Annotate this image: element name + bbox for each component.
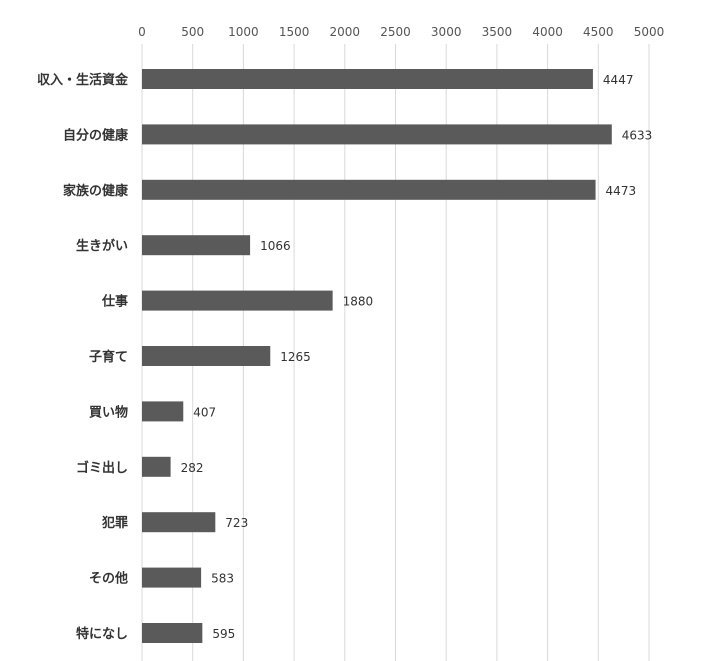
bar bbox=[142, 290, 333, 311]
data-label: 583 bbox=[211, 572, 234, 586]
data-label: 4633 bbox=[622, 128, 653, 142]
x-axis-ticks: 0 500 1000 1500 2000 2500 3000 3500 4000 4500 5000 bbox=[138, 25, 664, 39]
category-label: 特になし bbox=[76, 626, 128, 642]
x-tick-label: 4000 bbox=[532, 25, 563, 39]
category-label: 自分の健康 bbox=[63, 127, 129, 143]
data-label: 407 bbox=[193, 405, 216, 419]
bar bbox=[142, 124, 612, 145]
category-labels: 収入・生活資金自分の健康家族の健康生きがい仕事子育て買い物ゴミ出し犯罪その他特に… bbox=[37, 72, 129, 642]
x-tick-label: 4500 bbox=[583, 25, 614, 39]
x-tick-label: 1500 bbox=[279, 25, 310, 39]
category-label: ゴミ出し bbox=[76, 460, 128, 476]
bar bbox=[142, 401, 184, 422]
category-label: 犯罪 bbox=[101, 515, 128, 531]
data-label: 1880 bbox=[343, 295, 374, 309]
category-label: 収入・生活資金 bbox=[37, 72, 129, 88]
bars bbox=[142, 69, 612, 643]
bar bbox=[142, 69, 593, 89]
data-label: 1265 bbox=[280, 350, 311, 364]
bar bbox=[142, 512, 216, 533]
x-tick-label: 5000 bbox=[634, 25, 665, 39]
bar bbox=[142, 179, 596, 200]
category-label: 生きがい bbox=[76, 238, 128, 254]
data-label: 723 bbox=[225, 516, 248, 530]
x-tick-label: 0 bbox=[138, 25, 146, 39]
data-label: 1066 bbox=[260, 239, 291, 253]
x-tick-label: 1000 bbox=[228, 25, 259, 39]
category-label: 買い物 bbox=[89, 404, 128, 420]
x-tick-label: 3000 bbox=[431, 25, 462, 39]
category-label: 仕事 bbox=[101, 294, 128, 310]
x-tick-label: 2000 bbox=[330, 25, 361, 39]
bar bbox=[142, 456, 171, 477]
data-label: 4447 bbox=[603, 73, 634, 87]
category-label: 子育て bbox=[89, 349, 128, 365]
x-tick-label: 3500 bbox=[482, 25, 513, 39]
data-label: 282 bbox=[181, 461, 204, 475]
bar bbox=[142, 567, 202, 588]
x-tick-label: 500 bbox=[181, 25, 204, 39]
category-label: 家族の健康 bbox=[63, 183, 129, 199]
category-label: その他 bbox=[89, 571, 128, 587]
bar bbox=[142, 346, 271, 366]
data-label: 595 bbox=[212, 627, 235, 641]
bar bbox=[142, 623, 203, 643]
x-tick-label: 2500 bbox=[380, 25, 411, 39]
gridlines bbox=[141, 44, 650, 661]
data-label: 4473 bbox=[606, 184, 637, 198]
bar bbox=[142, 235, 251, 256]
data-labels: 4447 4633 4473 1066 1880 1265 407 282 723 583 595 bbox=[181, 73, 653, 641]
